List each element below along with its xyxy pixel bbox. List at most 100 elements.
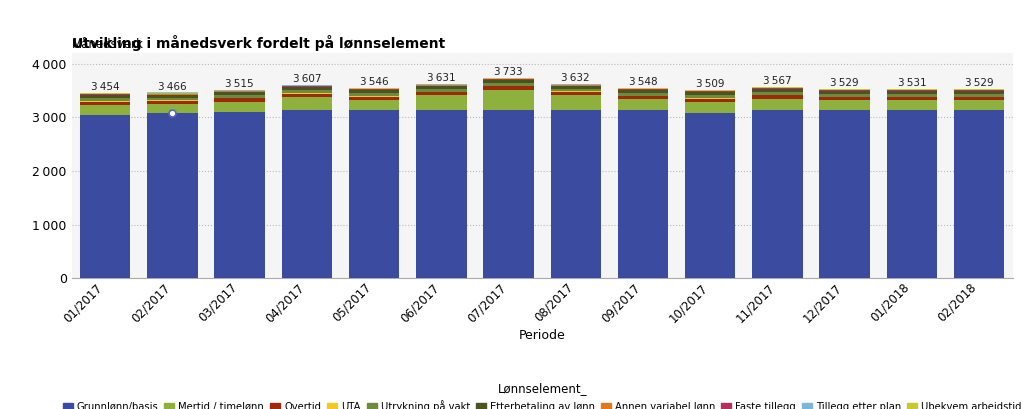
Bar [281, 86, 332, 87]
Bar [80, 95, 131, 98]
Bar [618, 99, 668, 110]
Bar [215, 92, 265, 95]
Text: 3 632: 3 632 [562, 73, 590, 83]
Bar [887, 110, 937, 278]
Text: 3 529: 3 529 [831, 78, 859, 88]
Bar [685, 98, 736, 99]
Bar [752, 87, 803, 88]
Bar [550, 83, 601, 84]
Bar [147, 104, 197, 113]
Bar [416, 95, 466, 110]
Bar [752, 95, 803, 99]
Bar [215, 90, 265, 91]
Text: 3 567: 3 567 [763, 76, 792, 86]
X-axis label: Periode: Periode [519, 329, 566, 342]
Text: 3 733: 3 733 [494, 67, 523, 77]
Bar [618, 90, 668, 93]
Bar [953, 110, 1005, 278]
Bar [819, 97, 870, 100]
Bar [752, 92, 803, 95]
Bar [147, 93, 197, 94]
Bar [416, 84, 466, 85]
Bar [685, 99, 736, 102]
Bar [349, 96, 399, 97]
Bar [349, 90, 399, 93]
Bar [147, 101, 197, 104]
Bar [147, 113, 197, 278]
Bar [887, 89, 937, 90]
Bar [281, 85, 332, 86]
Bar [281, 90, 332, 93]
Bar [819, 100, 870, 110]
Bar [752, 99, 803, 110]
Bar [483, 90, 534, 110]
Bar [80, 105, 131, 115]
Bar [887, 94, 937, 97]
Bar [550, 84, 601, 85]
Bar [550, 91, 601, 92]
Bar [147, 92, 197, 93]
Bar [215, 91, 265, 92]
Bar [147, 98, 197, 101]
Bar [483, 80, 534, 81]
Bar [887, 97, 937, 100]
Bar [618, 96, 668, 97]
Bar [147, 95, 197, 98]
Bar [349, 89, 399, 90]
Bar [349, 93, 399, 96]
Bar [550, 85, 601, 86]
Bar [281, 93, 332, 94]
Text: 3 466: 3 466 [159, 81, 187, 92]
Bar [685, 102, 736, 112]
Text: 3 546: 3 546 [360, 77, 389, 87]
Bar [752, 89, 803, 92]
Bar [550, 110, 601, 278]
Bar [349, 88, 399, 89]
Bar [483, 83, 534, 86]
Bar [349, 100, 399, 110]
Bar [685, 91, 736, 92]
Bar [349, 110, 399, 278]
Text: 3 531: 3 531 [897, 78, 926, 88]
Bar [819, 89, 870, 90]
Bar [215, 98, 265, 101]
Bar [550, 89, 601, 91]
Bar [281, 87, 332, 90]
Bar [215, 101, 265, 112]
Text: 3 454: 3 454 [91, 82, 120, 92]
Bar [483, 86, 534, 90]
Text: 3 607: 3 607 [293, 74, 321, 84]
Bar [80, 94, 131, 95]
Bar [215, 95, 265, 98]
Text: 3 509: 3 509 [696, 79, 724, 89]
Text: 3 515: 3 515 [225, 79, 254, 89]
Bar [349, 97, 399, 100]
Bar [618, 97, 668, 99]
Bar [752, 88, 803, 89]
Text: Månedsverk: Månedsverk [72, 38, 143, 51]
Text: 3 631: 3 631 [427, 73, 455, 83]
Bar [887, 100, 937, 110]
Bar [887, 91, 937, 94]
Bar [819, 110, 870, 278]
Bar [550, 86, 601, 89]
Bar [483, 81, 534, 83]
Bar [953, 89, 1005, 90]
Bar [685, 92, 736, 95]
Bar [80, 101, 131, 105]
Bar [953, 90, 1005, 91]
Bar [281, 94, 332, 97]
Bar [887, 90, 937, 91]
Bar [685, 95, 736, 98]
Bar [416, 85, 466, 86]
Bar [215, 112, 265, 278]
Bar [953, 100, 1005, 110]
Text: 3 529: 3 529 [965, 78, 993, 88]
Bar [819, 90, 870, 91]
Text: 3 548: 3 548 [629, 77, 658, 87]
Bar [550, 92, 601, 95]
Bar [416, 92, 466, 95]
Text: Utvikling i månedsverk fordelt på lønnselement: Utvikling i månedsverk fordelt på lønnse… [72, 35, 445, 51]
Bar [416, 86, 466, 89]
Bar [618, 88, 668, 89]
